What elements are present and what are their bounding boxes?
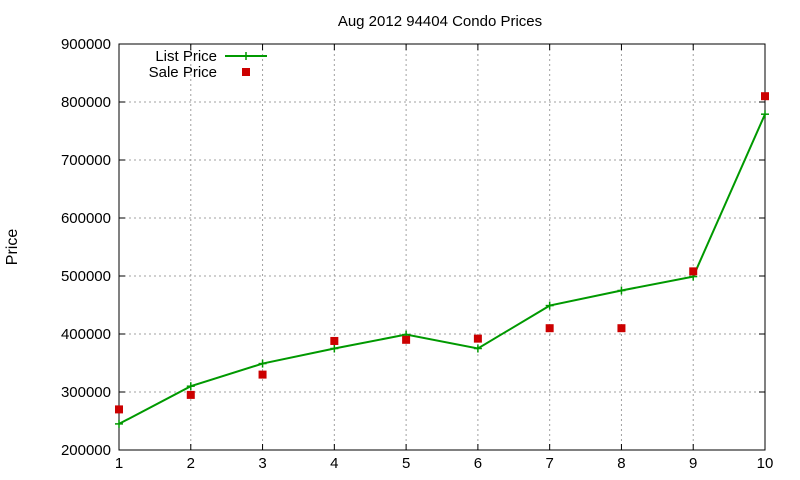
sale-price-point [258,370,267,379]
x-tick-label: 8 [617,455,625,472]
list-price-marker [186,382,195,391]
list-price-marker [473,344,482,353]
list-price-marker [115,419,123,428]
list-price-marker [330,344,339,353]
sale-price-point [689,267,698,276]
x-tick-label: 10 [757,455,774,472]
y-tick-label: 600000 [61,210,111,227]
sale-price-point [330,336,339,345]
sale-price-point [402,335,411,344]
sale-price-point [545,324,554,333]
x-tick-label: 4 [330,455,338,472]
y-tick-label: 500000 [61,268,111,285]
plot-frame [118,43,766,451]
list-price-marker [545,301,554,310]
legend-square-swatch [242,68,250,76]
x-tick-label: 7 [545,455,553,472]
series-layer [115,92,769,428]
sale-price-point [473,334,482,343]
chart-title: Aug 2012 94404 Condo Prices [338,13,542,30]
x-tick-label: 1 [115,455,123,472]
x-tick-label: 5 [402,455,410,472]
list-price-marker [258,359,267,368]
y-tick-label: 200000 [61,442,111,459]
x-tick-label: 3 [258,455,266,472]
legend-label: List Price [155,48,217,65]
grid-lines [119,44,765,450]
list-price-line [118,113,766,425]
axis-ticks: 200000 300000 400000 500000 600000 700000 8000… [61,36,773,472]
y-tick-label: 300000 [61,384,111,401]
x-tick-label: 2 [187,455,195,472]
sale-price-point [186,390,195,399]
y-tick-label: 400000 [61,326,111,343]
y-tick-label: 800000 [61,94,111,111]
list-price-marker [617,286,626,295]
x-tick-label: 9 [689,455,697,472]
y-tick-label: 700000 [61,152,111,169]
y-tick-label: 900000 [61,36,111,53]
legend-label: Sale Price [149,64,217,81]
sale-price-point [115,405,123,414]
y-axis-label: Price [4,229,21,266]
sale-price-point [761,92,769,101]
list-price-marker [761,110,769,119]
legend-plus-swatch [242,52,250,60]
x-tick-label: 6 [474,455,482,472]
sale-price-point [617,324,626,333]
